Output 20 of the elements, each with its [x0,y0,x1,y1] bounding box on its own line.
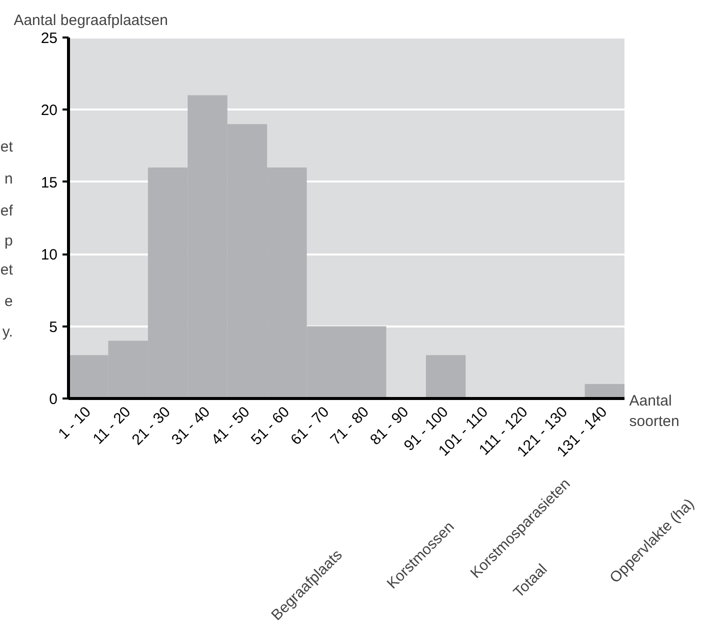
bar [584,384,624,398]
y-axis-title: Aantal begraafplaatsen [14,12,168,29]
y-tick-label: 0 [49,391,58,408]
text: ef [0,202,14,220]
y-tick-label: 5 [49,318,58,336]
text: et [0,138,14,156]
x-axis-title: Aantal soorten [629,392,680,430]
x-tick-label: 31 - 40 [168,403,214,449]
y-tick-label: 15 [40,174,58,192]
x-tick-label: 51 - 60 [248,403,293,449]
y-tick-label: 25 [40,30,58,47]
bar [426,355,466,398]
text: et [0,261,14,278]
text: y. [2,324,13,341]
y-tick-label: 20 [40,102,58,120]
text: n [4,170,13,188]
text: p [4,232,13,250]
x-tick-label: 1 - 10 [55,403,94,443]
y-tick-label: 10 [40,246,58,264]
text: e [4,292,13,310]
